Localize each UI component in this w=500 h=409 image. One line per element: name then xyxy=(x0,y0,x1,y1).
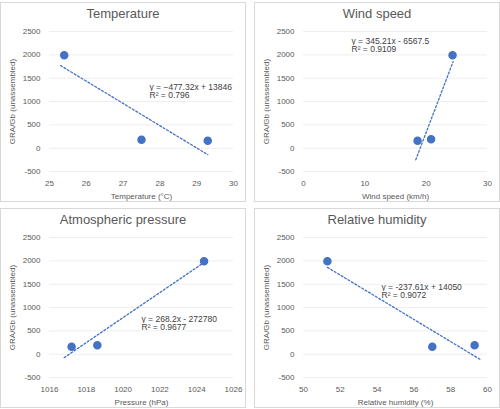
html-text:Relative humidity: Relative humidity xyxy=(327,212,427,227)
svg-text:2000: 2000 xyxy=(23,50,41,59)
svg-text:500: 500 xyxy=(27,120,41,129)
svg-text:1500: 1500 xyxy=(23,280,41,289)
svg-text:0: 0 xyxy=(290,144,295,153)
svg-text:1500: 1500 xyxy=(23,74,41,83)
svg-text:500: 500 xyxy=(281,326,295,335)
svg-text:2000: 2000 xyxy=(23,256,41,265)
svg-text:52: 52 xyxy=(336,385,345,394)
svg-text:1026: 1026 xyxy=(225,385,243,394)
html-text:Wind speed: Wind speed xyxy=(342,6,412,21)
svg-text:1500: 1500 xyxy=(277,74,295,83)
svg-text:500: 500 xyxy=(281,120,295,129)
svg-text:28: 28 xyxy=(155,179,164,188)
svg-text:50: 50 xyxy=(299,385,308,394)
svg-text:26: 26 xyxy=(82,179,91,188)
svg-text:54: 54 xyxy=(373,385,382,394)
svg-text:1000: 1000 xyxy=(23,97,41,106)
svg-text:GRA/Gb (unassembled): GRA/Gb (unassembled) xyxy=(262,58,271,144)
svg-text:GRA/Gb (unassembled): GRA/Gb (unassembled) xyxy=(8,264,17,350)
svg-text:60: 60 xyxy=(483,385,492,394)
svg-text:y = -237.61x + 14050R² = 0.907: y = -237.61x + 14050R² = 0.9072 xyxy=(382,282,463,301)
svg-text:Temperature (°C): Temperature (°C) xyxy=(111,192,173,201)
svg-text:1020: 1020 xyxy=(114,385,132,394)
svg-text:Wind speed (km/h): Wind speed (km/h) xyxy=(362,192,429,201)
svg-text:2500: 2500 xyxy=(23,233,41,242)
html-text:Temperature: Temperature xyxy=(86,6,160,21)
svg-text:1022: 1022 xyxy=(151,385,169,394)
svg-text:1024: 1024 xyxy=(188,385,206,394)
svg-text:1000: 1000 xyxy=(23,303,41,312)
svg-text:y = 268.2x - 272780R² = 0.9677: y = 268.2x - 272780R² = 0.9677 xyxy=(142,314,218,333)
svg-text:y = 345.21x - 6567.5R² = 0.910: y = 345.21x - 6567.5R² = 0.9109 xyxy=(352,36,430,55)
svg-text:30: 30 xyxy=(483,179,492,188)
svg-text:10: 10 xyxy=(360,179,369,188)
svg-text:Pressure (hPa): Pressure (hPa) xyxy=(115,398,169,407)
svg-text:1000: 1000 xyxy=(277,303,295,312)
svg-text:2000: 2000 xyxy=(277,256,295,265)
svg-text:29: 29 xyxy=(192,179,201,188)
svg-text:-500: -500 xyxy=(278,373,295,382)
svg-text:25: 25 xyxy=(45,179,54,188)
svg-text:-500: -500 xyxy=(278,167,295,176)
svg-text:0: 0 xyxy=(36,350,41,359)
svg-text:GRA/Gb (unassembled): GRA/Gb (unassembled) xyxy=(8,58,17,144)
svg-text:2000: 2000 xyxy=(277,50,295,59)
svg-text:56: 56 xyxy=(409,385,418,394)
svg-text:2500: 2500 xyxy=(277,27,295,36)
svg-text:20: 20 xyxy=(422,179,431,188)
svg-text:1018: 1018 xyxy=(77,385,95,394)
svg-text:1016: 1016 xyxy=(41,385,59,394)
svg-text:y = −477.32x + 13846R² = 0.796: y = −477.32x + 13846R² = 0.796 xyxy=(150,82,233,101)
svg-text:2500: 2500 xyxy=(23,27,41,36)
svg-text:-500: -500 xyxy=(24,167,41,176)
svg-text:0: 0 xyxy=(290,350,295,359)
svg-text:27: 27 xyxy=(119,179,128,188)
svg-text:-500: -500 xyxy=(24,373,41,382)
html-text:Atmospheric pressure: Atmospheric pressure xyxy=(59,212,187,227)
svg-text:Relative humidity (%): Relative humidity (%) xyxy=(358,398,434,407)
svg-text:1000: 1000 xyxy=(277,97,295,106)
svg-text:0: 0 xyxy=(301,179,306,188)
svg-text:500: 500 xyxy=(27,326,41,335)
svg-text:1500: 1500 xyxy=(277,280,295,289)
svg-text:GRA/Gb (unassembled): GRA/Gb (unassembled) xyxy=(262,264,271,350)
svg-text:58: 58 xyxy=(446,385,455,394)
svg-text:2500: 2500 xyxy=(277,233,295,242)
svg-text:0: 0 xyxy=(36,144,41,153)
svg-text:30: 30 xyxy=(229,179,238,188)
